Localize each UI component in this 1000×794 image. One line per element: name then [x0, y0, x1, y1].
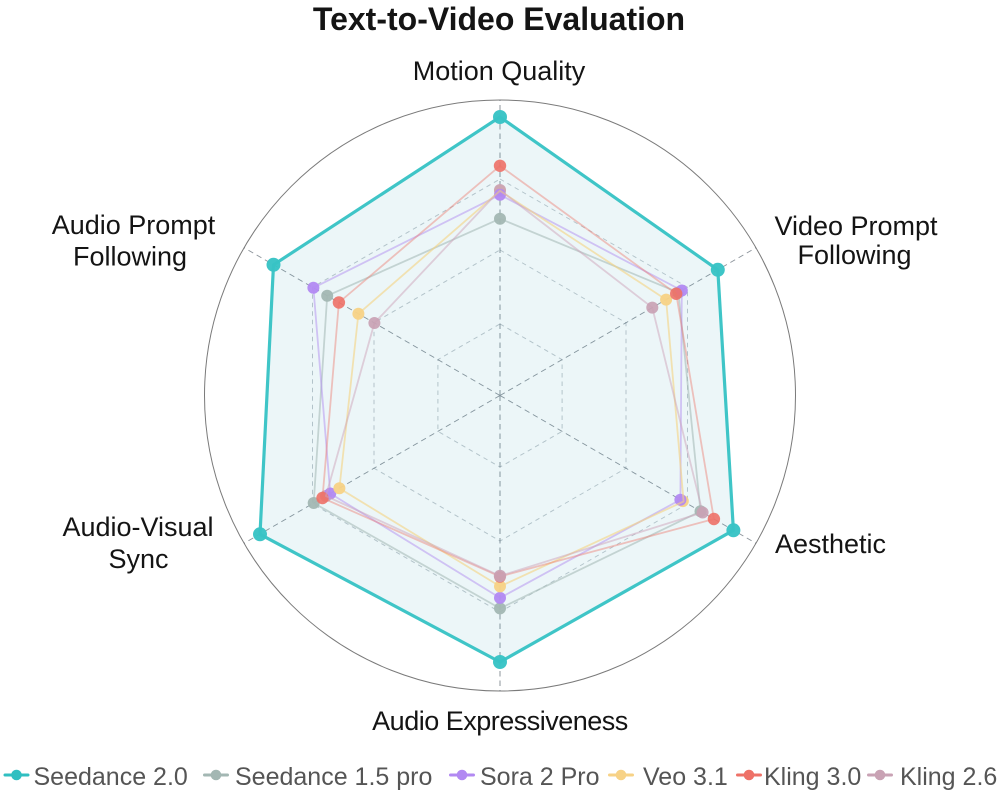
svg-text:Following: Following [73, 242, 187, 272]
svg-text:Video Prompt: Video Prompt [774, 211, 938, 241]
svg-text:Aesthetic: Aesthetic [775, 529, 886, 559]
svg-text:Following: Following [797, 240, 911, 270]
svg-text:Audio Expressiveness: Audio Expressiveness [372, 706, 628, 736]
svg-text:Veo 3.1: Veo 3.1 [643, 763, 728, 791]
svg-text:Text-to-Video Evaluation: Text-to-Video Evaluation [313, 1, 685, 37]
svg-text:Audio Prompt: Audio Prompt [52, 210, 216, 240]
svg-text:Kling 3.0: Kling 3.0 [764, 763, 861, 791]
svg-text:Kling 2.6: Kling 2.6 [900, 763, 997, 791]
svg-text:Motion Quality: Motion Quality [413, 56, 586, 86]
svg-text:Audio-Visual: Audio-Visual [62, 512, 213, 542]
svg-text:Seedance 1.5 pro: Seedance 1.5 pro [235, 763, 432, 791]
svg-text:Seedance 2.0: Seedance 2.0 [34, 763, 188, 791]
svg-text:Sync: Sync [108, 544, 168, 574]
svg-text:Sora 2 Pro: Sora 2 Pro [480, 763, 600, 791]
